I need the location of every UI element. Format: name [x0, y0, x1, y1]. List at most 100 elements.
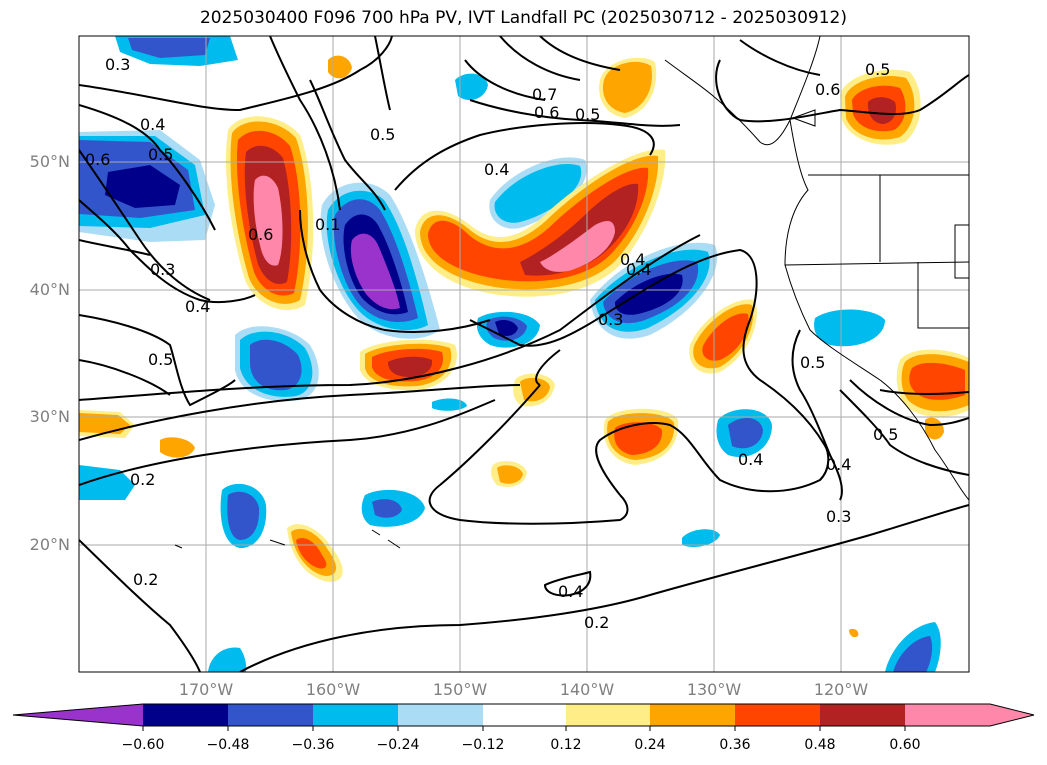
anomaly-blob	[540, 220, 615, 272]
longitude-label: 170°W	[178, 680, 234, 699]
contour-label: 0.2	[584, 613, 609, 632]
contour-label: 0.3	[598, 310, 623, 329]
contour-label: 0.7	[532, 85, 557, 104]
colorbar-segment	[820, 704, 905, 726]
contour-label: 0.5	[148, 145, 173, 164]
positive-anomaly-fields	[79, 55, 969, 638]
anomaly-blob	[432, 398, 467, 411]
anomaly-blob	[250, 339, 302, 391]
contour-label: 0.5	[370, 125, 395, 144]
longitude-label: 130°W	[686, 680, 742, 699]
contour-label: 0.2	[130, 470, 155, 489]
anomaly-blob	[128, 38, 210, 58]
contour-label: 0.5	[865, 60, 890, 79]
contour-label: 0.6	[534, 103, 559, 122]
anomaly-blob	[160, 437, 195, 458]
anomaly-blob	[614, 422, 663, 455]
latitude-label: 20°N	[29, 535, 70, 554]
anomaly-blob	[208, 647, 247, 672]
anomaly-blob	[867, 97, 896, 124]
contour-label: 0.3	[826, 507, 851, 526]
negative-anomaly-fields	[79, 36, 941, 672]
colorbar-segment	[735, 704, 820, 726]
colorbar-segment	[228, 704, 313, 726]
anomaly-blob	[849, 628, 859, 638]
colorbar-tick-label: −0.48	[206, 737, 250, 753]
contour-lines	[79, 36, 969, 672]
colorbar-tick-label: 0.48	[804, 737, 836, 753]
contour-label: 0.4	[484, 160, 509, 179]
contour-label: 0.4	[140, 115, 165, 134]
contour-label: 0.4	[620, 250, 645, 269]
latitude-label: 40°N	[29, 280, 70, 299]
colorbar-segment	[313, 704, 398, 726]
colorbar-extend-high	[990, 704, 1034, 726]
contour-label: 0.5	[873, 425, 898, 444]
map-area: 0.3 0.4 0.5 0.6 0.7 0.6 0.5 0.4 0.5 0.5 …	[79, 36, 969, 672]
colorbar-segment	[143, 704, 228, 726]
contour-label: 0.6	[248, 225, 273, 244]
colorbar-tick-label: 0.36	[719, 737, 751, 753]
contour-label: 0.4	[185, 297, 210, 316]
contour-label: 0.2	[133, 570, 158, 589]
contour-label: 0.5	[575, 105, 600, 124]
anomaly-blob	[814, 309, 885, 347]
latitude-label: 50°N	[29, 152, 70, 171]
colorbar-segment	[905, 704, 990, 726]
contour-label: 0.4	[826, 455, 851, 474]
contour-label: 0.5	[148, 350, 173, 369]
anomaly-blob	[328, 55, 352, 79]
contour-label: 0.3	[105, 55, 130, 74]
colorbar-tick-label: −0.36	[291, 737, 335, 753]
colorbar-tick-label: −0.60	[121, 737, 165, 753]
colorbar-ticks	[142, 726, 906, 731]
anomaly-blob	[495, 320, 518, 336]
colorbar-segment	[483, 704, 566, 726]
contour-label: 0.6	[85, 150, 110, 169]
anomaly-blob	[602, 61, 652, 113]
longitude-label: 120°W	[813, 680, 869, 699]
anomaly-blob	[925, 417, 944, 440]
anomaly-blob	[296, 537, 327, 569]
anomaly-blob	[227, 491, 260, 540]
map-border	[78, 35, 970, 673]
contour-label: 0.6	[815, 80, 840, 99]
anomaly-blob	[494, 164, 582, 223]
colorbar-tick-label: −0.24	[376, 737, 420, 753]
contour-label: 0.4	[558, 582, 583, 601]
colorbar-tick-label: 0.60	[889, 737, 921, 753]
anomaly-blob	[372, 499, 402, 518]
anomaly-blob	[455, 73, 488, 101]
map-title: 2025030400 F096 700 hPa PV, IVT Landfall…	[199, 8, 847, 28]
anomaly-blob	[614, 273, 683, 315]
colorbar-tick-label: −0.12	[461, 737, 505, 753]
colorbar-tick-label: 0.24	[634, 737, 666, 753]
colorbar-tick-label: 0.12	[550, 737, 582, 753]
latitude-label: 30°N	[29, 407, 70, 426]
anomaly-blob	[497, 465, 523, 484]
anomaly-blob	[105, 165, 180, 208]
colorbar-segment	[398, 704, 483, 726]
gridlines	[79, 36, 969, 672]
anomaly-blob	[79, 465, 135, 500]
colorbar	[12, 703, 1035, 731]
colorbar-segment	[650, 704, 735, 726]
longitude-label: 140°W	[559, 680, 615, 699]
contour-label: 0.5	[800, 353, 825, 372]
anomaly-blob	[893, 636, 933, 672]
anomaly-blob	[682, 529, 720, 547]
longitude-label: 160°W	[305, 680, 361, 699]
colorbar-extend-low	[13, 704, 143, 726]
contour-label: 0.1	[315, 215, 340, 234]
anomaly-blob	[909, 362, 965, 400]
anomaly-blob	[728, 418, 763, 449]
contour-label: 0.4	[626, 260, 651, 279]
anomaly-blob	[79, 413, 130, 434]
anomaly-blob	[388, 356, 433, 377]
contour-label: 0.3	[150, 260, 175, 279]
coastlines	[174, 36, 969, 549]
anomaly-blob	[253, 175, 283, 266]
colorbar-segment	[566, 704, 650, 726]
contour-label: 0.4	[738, 450, 763, 469]
